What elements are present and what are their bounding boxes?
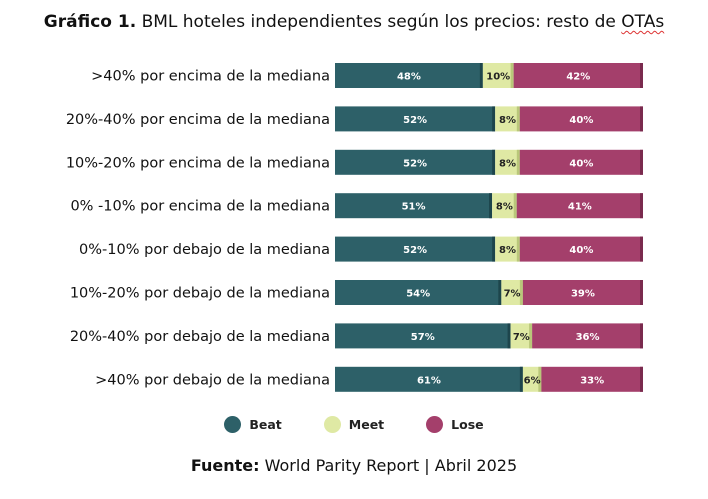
bar-segment-cap-lose bbox=[640, 106, 643, 132]
category-label: >40% por debajo de la mediana bbox=[95, 372, 330, 388]
legend-label-lose: Lose bbox=[451, 417, 484, 432]
data-label-lose: 36% bbox=[576, 332, 600, 343]
stacked-bar-chart: >40% por encima de la mediana 48% 10% 42% 20… bbox=[66, 63, 643, 392]
bar-segment-beat bbox=[335, 280, 502, 305]
bar-segment-cap-lose bbox=[640, 280, 643, 305]
bar-segment-cap-beat bbox=[492, 149, 496, 175]
bar-segment-cap-meet bbox=[519, 280, 523, 305]
bar-segment-cap-lose bbox=[640, 236, 643, 262]
data-label-meet: 8% bbox=[499, 115, 516, 126]
bar-segment-lose bbox=[522, 280, 643, 305]
bar-segment-beat bbox=[335, 366, 523, 392]
bar-segment-cap-meet bbox=[510, 63, 514, 88]
bar-segment-cap-beat bbox=[492, 236, 496, 262]
bar-segment-beat bbox=[335, 193, 493, 219]
category-label: 0% -10% por encima de la mediana bbox=[70, 199, 330, 215]
bar-segment-lose bbox=[519, 106, 643, 132]
bar-segment-beat bbox=[335, 149, 496, 175]
bar-segment-cap-meet bbox=[529, 323, 533, 349]
data-label-meet: 10% bbox=[486, 72, 510, 83]
bar-segment-cap-meet bbox=[538, 366, 542, 392]
chart-title: Gráfico 1. BML hoteles independientes se… bbox=[0, 12, 708, 32]
data-label-beat: 52% bbox=[403, 158, 427, 169]
bar-segment-meet bbox=[501, 280, 523, 305]
data-label-meet: 7% bbox=[513, 332, 530, 343]
category-label: 0%-10% por debajo de la mediana bbox=[79, 242, 330, 258]
source-label: Fuente: bbox=[190, 456, 260, 475]
bar-segment-cap-meet bbox=[516, 236, 520, 262]
data-label-lose: 33% bbox=[580, 375, 604, 386]
bar-segment-lose bbox=[532, 323, 643, 349]
bar-segment-cap-lose bbox=[640, 323, 643, 349]
bar-segment-beat bbox=[335, 63, 483, 88]
category-label: 10%-20% por encima de la mediana bbox=[66, 155, 330, 171]
data-label-lose: 40% bbox=[569, 158, 593, 169]
category-label: 10%-20% por debajo de la mediana bbox=[70, 286, 330, 302]
bar-segment-beat bbox=[335, 236, 496, 262]
data-label-beat: 61% bbox=[417, 375, 441, 386]
source-text: World Parity Report | Abril 2025 bbox=[264, 456, 518, 475]
bar-segment-lose bbox=[513, 63, 643, 88]
legend-item-beat: Beat bbox=[224, 416, 282, 433]
category-label: 20%-40% por debajo de la mediana bbox=[70, 329, 330, 345]
legend-swatch-lose bbox=[426, 416, 444, 433]
title-text: BML hoteles independientes según los pre… bbox=[141, 12, 622, 32]
legend-label-meet: Meet bbox=[348, 417, 385, 432]
data-label-beat: 54% bbox=[406, 289, 430, 300]
data-label-beat: 52% bbox=[403, 115, 427, 126]
bar-segment-lose bbox=[516, 193, 643, 219]
legend-item-lose: Lose bbox=[426, 416, 484, 433]
legend-swatch-meet bbox=[323, 416, 341, 433]
bar-segment-cap-beat bbox=[489, 193, 493, 219]
data-label-meet: 8% bbox=[496, 202, 513, 213]
bar-segment-cap-beat bbox=[498, 280, 502, 305]
data-label-beat: 51% bbox=[402, 202, 426, 213]
data-label-lose: 39% bbox=[571, 289, 595, 300]
bar-segment-beat bbox=[335, 323, 511, 349]
bar-segment-cap-beat bbox=[519, 366, 523, 392]
data-label-beat: 57% bbox=[411, 332, 435, 343]
data-label-beat: 48% bbox=[397, 72, 421, 83]
bar-segment-cap-lose bbox=[640, 366, 643, 392]
bar-segment-meet bbox=[522, 366, 542, 392]
title-otas: OTAs bbox=[621, 12, 665, 32]
bar-segment-meet bbox=[495, 236, 520, 262]
data-label-meet: 8% bbox=[499, 158, 516, 169]
data-label-meet: 6% bbox=[524, 375, 541, 386]
bar-segment-cap-lose bbox=[640, 193, 643, 219]
legend: Beat Meet Lose bbox=[0, 416, 708, 433]
bar-segment-lose bbox=[541, 366, 643, 392]
bar-segment-cap-beat bbox=[507, 323, 511, 349]
bar-segment-meet bbox=[495, 106, 520, 132]
bar-segment-lose bbox=[519, 149, 643, 175]
bar-segment-cap-beat bbox=[479, 63, 483, 88]
bar-segment-cap-meet bbox=[516, 106, 520, 132]
legend-item-meet: Meet bbox=[323, 416, 385, 433]
bar-segment-beat bbox=[335, 106, 496, 132]
data-label-beat: 52% bbox=[403, 245, 427, 256]
category-label: 20%-40% por encima de la mediana bbox=[66, 112, 330, 128]
data-label-lose: 40% bbox=[569, 245, 593, 256]
source-note: Fuente: World Parity Report | Abril 2025 bbox=[0, 456, 708, 475]
data-label-meet: 7% bbox=[504, 289, 521, 300]
data-label-lose: 42% bbox=[566, 72, 590, 83]
bar-segment-cap-lose bbox=[640, 149, 643, 175]
bar-segment-cap-lose bbox=[640, 63, 643, 88]
bar-segment-lose bbox=[519, 236, 643, 262]
bar-segment-meet bbox=[482, 63, 514, 88]
legend-label-beat: Beat bbox=[249, 417, 282, 432]
bar-segment-cap-meet bbox=[513, 193, 517, 219]
bar-segment-meet bbox=[510, 323, 533, 349]
bar-segment-meet bbox=[492, 193, 517, 219]
data-label-lose: 41% bbox=[568, 202, 592, 213]
bar-segment-cap-meet bbox=[516, 149, 520, 175]
data-label-meet: 8% bbox=[499, 245, 516, 256]
category-label: >40% por encima de la mediana bbox=[91, 69, 330, 85]
title-prefix: Gráfico 1. bbox=[43, 12, 137, 32]
bar-segment-meet bbox=[495, 149, 520, 175]
data-label-lose: 40% bbox=[569, 115, 593, 126]
legend-swatch-beat bbox=[224, 416, 242, 433]
bar-segment-cap-beat bbox=[492, 106, 496, 132]
